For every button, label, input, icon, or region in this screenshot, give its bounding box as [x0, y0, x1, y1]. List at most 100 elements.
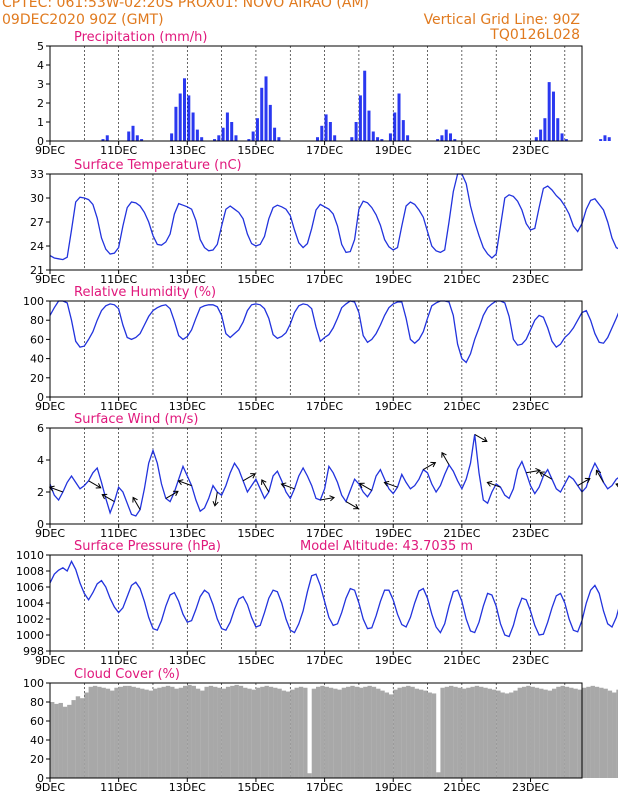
- y-tick-label: 1: [37, 116, 44, 129]
- cloud-bar: [165, 685, 171, 778]
- cloud-bar: [418, 689, 424, 778]
- panel-wind: [46, 427, 618, 528]
- y-tick-label: 2: [37, 97, 44, 110]
- wind-arrow: [474, 433, 488, 442]
- precip-bar: [603, 135, 607, 141]
- precip-bar: [200, 137, 204, 141]
- precip-bar: [453, 139, 457, 141]
- wind-arrow: [441, 452, 450, 466]
- cloud-bar: [453, 686, 458, 778]
- precip-bar: [333, 135, 337, 141]
- x-tick-label: 15DEC: [237, 781, 274, 794]
- x-tick-label: 9DEC: [35, 273, 65, 286]
- cloud-bar: [423, 690, 428, 778]
- wind-arrow: [526, 469, 541, 474]
- x-tick-label: 13DEC: [169, 527, 206, 540]
- precip-bar: [449, 133, 453, 141]
- cloud-bar: [183, 685, 188, 778]
- cloud-bar: [161, 686, 166, 778]
- x-tick-label: 19DEC: [375, 144, 412, 157]
- precip-bar: [543, 118, 547, 141]
- header-location: CPTEC: 061:53W-02:20S PROX01: NOVO AIRAO…: [2, 0, 369, 11]
- x-tick-label: 11DEC: [100, 400, 137, 413]
- temp-series-line: [49, 173, 618, 261]
- panel-frame: [49, 427, 583, 525]
- cloud-bar: [337, 689, 342, 778]
- cloud-bar: [367, 685, 372, 778]
- wind-arrow: [178, 480, 192, 487]
- cloud-bar: [221, 688, 226, 778]
- cloud-bar: [316, 686, 321, 778]
- precip-bar: [183, 78, 187, 141]
- cloud-bar: [410, 686, 415, 778]
- precip-bar: [213, 139, 217, 141]
- precip-bar: [367, 110, 371, 141]
- y-tick-label: 24: [30, 240, 44, 253]
- wind-arrow: [101, 494, 115, 503]
- cloud-bar: [363, 686, 368, 778]
- wind-arrowhead: [441, 451, 447, 458]
- wind-arrowhead: [430, 461, 437, 468]
- cloud-bar: [346, 686, 351, 778]
- cloud-bar: [354, 686, 359, 778]
- cloud-bar: [534, 687, 540, 778]
- header-grid-note: Vertical Grid Line: 90Z: [423, 12, 580, 28]
- precip-bar: [221, 127, 225, 141]
- wind-arrow: [49, 486, 64, 493]
- cloud-bar: [401, 686, 407, 778]
- precip-bar: [273, 127, 277, 141]
- precip-bar: [316, 137, 320, 141]
- x-tick-label: 23DEC: [512, 144, 549, 157]
- panel-frame: [49, 45, 583, 142]
- wind-arrow: [577, 478, 591, 487]
- x-tick-label: 17DEC: [306, 144, 343, 157]
- precip-bar: [230, 122, 234, 141]
- precip-bar: [547, 82, 551, 141]
- x-tick-label: 13DEC: [169, 654, 206, 667]
- panel-precip: [46, 45, 611, 145]
- precip-bar: [174, 106, 178, 141]
- panel-title: Cloud Cover (%): [74, 667, 180, 682]
- wind-arrow: [281, 483, 295, 490]
- y-tick-label: 60: [30, 333, 44, 346]
- x-tick-label: 11DEC: [100, 144, 137, 157]
- y-tick-label: 1008: [16, 565, 44, 578]
- cloud-bar: [376, 688, 381, 778]
- cloud-bar: [273, 687, 278, 778]
- cloud-bar: [140, 688, 145, 778]
- precip-bar: [135, 135, 139, 141]
- cloud-bar: [427, 692, 432, 778]
- cloud-bar: [122, 685, 128, 778]
- wind-arrowhead: [353, 503, 359, 510]
- wind-arrowhead: [535, 468, 541, 475]
- cloud-bar: [281, 690, 287, 778]
- y-tick-label: 5: [37, 40, 44, 53]
- cloud-bar: [200, 690, 205, 778]
- panel-title: Surface Temperature (nC): [74, 158, 242, 173]
- cloud-bar: [470, 686, 475, 778]
- wind-arrowhead: [383, 480, 390, 487]
- panel-pres: [46, 554, 618, 655]
- y-tick-label: 0: [37, 391, 44, 404]
- y-tick-label: 1002: [16, 613, 44, 626]
- x-tick-label: 23DEC: [512, 400, 549, 413]
- x-tick-label: 23DEC: [512, 527, 549, 540]
- cloud-bar: [436, 772, 441, 778]
- cloud-bar: [560, 685, 565, 778]
- cloud-bar: [50, 702, 55, 778]
- y-tick-label: 100: [23, 677, 44, 690]
- cloud-bar: [170, 686, 175, 778]
- x-tick-label: 9DEC: [35, 400, 65, 413]
- precip-bar: [264, 76, 268, 141]
- x-tick-label: 9DEC: [35, 781, 65, 794]
- panel-frame: [49, 682, 583, 779]
- cloud-bar: [539, 688, 544, 778]
- cloud-bar: [148, 690, 154, 778]
- precip-bar: [170, 133, 174, 141]
- cloud-bar: [307, 773, 312, 778]
- panel-title: Relative Humidity (%): [74, 285, 216, 300]
- cloud-bar: [590, 685, 595, 778]
- precip-bar: [328, 122, 332, 141]
- cloud-bar: [277, 688, 282, 778]
- precip-bar: [406, 135, 410, 141]
